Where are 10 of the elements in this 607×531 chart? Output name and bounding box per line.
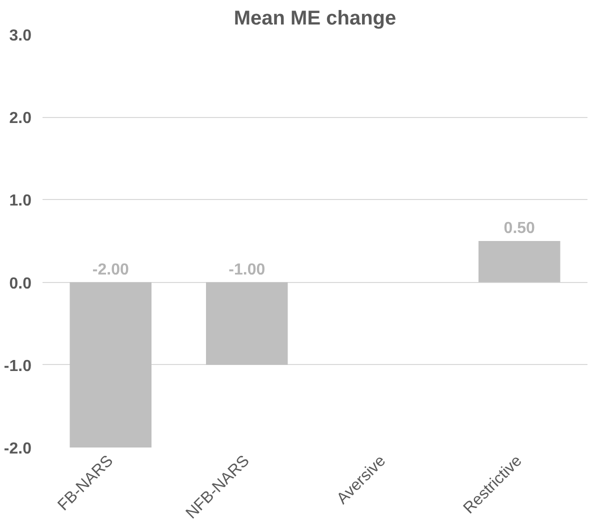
y-tick-label: -2.0 bbox=[4, 440, 32, 458]
y-tick-label: -1.0 bbox=[4, 358, 32, 375]
y-tick-label: 1.0 bbox=[9, 192, 32, 210]
y-tick-label: 0.0 bbox=[9, 275, 32, 292]
chart-title: Mean ME change bbox=[234, 8, 396, 30]
data-label: -1.00 bbox=[228, 261, 266, 278]
y-tick-label: 3.0 bbox=[9, 28, 32, 44]
y-tick-label: 2.0 bbox=[9, 110, 32, 128]
data-label: 0.50 bbox=[504, 220, 536, 237]
data-label: -2.00 bbox=[92, 261, 129, 278]
